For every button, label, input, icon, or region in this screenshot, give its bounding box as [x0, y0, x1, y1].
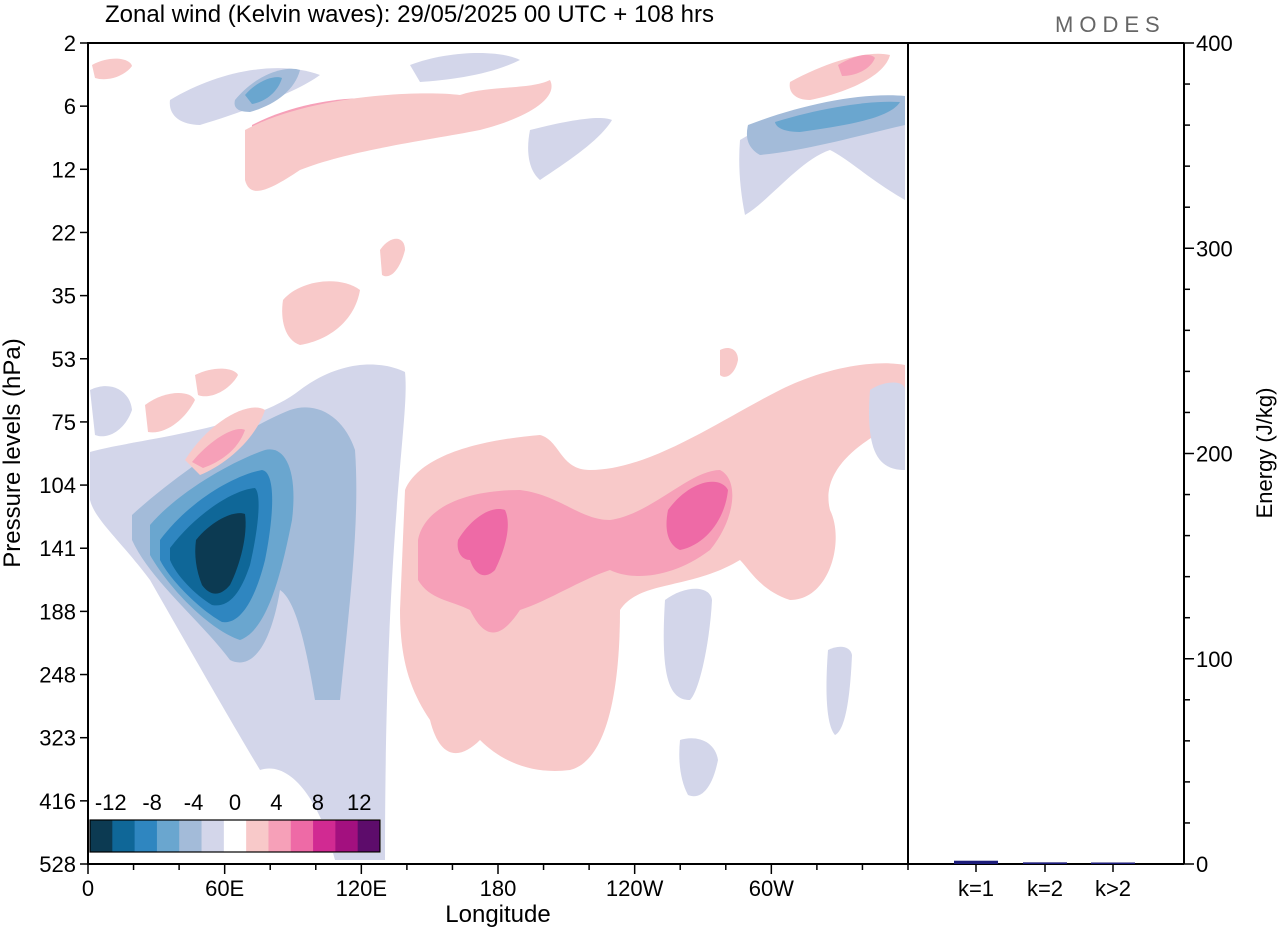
colorbar-border — [89, 819, 381, 853]
energy-bars: k=1 k=2 k>2 — [954, 860, 1135, 901]
energy-axis-label: Energy (J/kg) — [1252, 388, 1277, 519]
colorbar-segment — [290, 820, 314, 852]
contour-region — [195, 513, 246, 594]
y-tick-label: 6 — [64, 94, 76, 119]
y-tick-label: 528 — [39, 852, 76, 877]
x-tick-label: 0 — [82, 876, 94, 901]
contour-region — [192, 429, 245, 468]
contour-region — [145, 393, 195, 433]
y-axis-label: Pressure levels (hPa) — [0, 338, 26, 567]
contour-region — [679, 738, 718, 797]
energy-bar-3 — [1091, 862, 1135, 864]
y-tick-label: 35 — [52, 284, 76, 309]
y-tick-label: 22 — [52, 220, 76, 245]
y-tick-label: 141 — [39, 536, 76, 561]
y-tick-label: 104 — [39, 473, 76, 498]
colorbar-label: 0 — [229, 790, 241, 815]
colorbar-segment — [179, 820, 203, 852]
colorbar: -12 -8 -4 0 4 8 12 — [89, 790, 381, 853]
contour-region — [380, 238, 405, 277]
x-tick-label: 180 — [480, 876, 517, 901]
energy-tick-label: 400 — [1196, 31, 1233, 56]
contour-region — [195, 368, 238, 397]
colorbar-label: 12 — [347, 790, 371, 815]
colorbar-label: 8 — [312, 790, 324, 815]
energy-tick-label: 0 — [1196, 852, 1208, 877]
colorbar-segment — [268, 820, 292, 852]
x-axis-label: Longitude — [445, 901, 550, 928]
y-tick-label: 2 — [64, 31, 76, 56]
y-tick-label: 75 — [52, 410, 76, 435]
energy-tick-label: 300 — [1196, 236, 1233, 261]
colorbar-segment — [201, 820, 225, 852]
energy-category-label: k=1 — [958, 876, 994, 901]
y-tick-label: 12 — [52, 157, 76, 182]
y-tick-label: 323 — [39, 726, 76, 751]
colorbar-segment — [223, 820, 247, 852]
contour-region — [245, 77, 282, 104]
contour-region — [720, 348, 738, 377]
contour-region — [826, 646, 852, 735]
contour-region — [528, 118, 612, 180]
energy-bar-2 — [1023, 862, 1067, 864]
colorbar-label: 4 — [270, 790, 282, 815]
contour-region — [410, 53, 520, 82]
contour-region — [789, 53, 890, 100]
energy-tick-label: 200 — [1196, 442, 1233, 467]
y-tick-label: 188 — [39, 599, 76, 624]
energy-y-axis: 0 100 200 300 400 — [1184, 31, 1233, 877]
contour-region — [666, 481, 728, 550]
contour-region — [245, 80, 552, 191]
colorbar-segment — [246, 820, 269, 852]
energy-category-label: k>2 — [1095, 876, 1131, 901]
colorbar-segment — [335, 820, 359, 852]
contour-region — [457, 509, 508, 576]
contour-region — [92, 58, 132, 80]
contour-region — [869, 382, 905, 470]
colorbar-label: -8 — [142, 790, 162, 815]
colorbar-segment — [357, 820, 381, 852]
y-axis: 2 6 12 22 35 53 75 104 141 188 248 323 416 528 — [39, 31, 88, 877]
x-tick-label: 120W — [606, 876, 664, 901]
x-tick-label: 60W — [749, 876, 794, 901]
colorbar-label: -12 — [95, 790, 127, 815]
colorbar-segment — [90, 820, 113, 852]
contour-region — [775, 101, 900, 132]
contour-region — [663, 588, 712, 700]
energy-bar-1 — [954, 860, 998, 864]
x-axis: 0 60E 120E 180 120W 60W — [82, 864, 909, 901]
x-tick-label: 120E — [336, 876, 387, 901]
colorbar-segment — [313, 820, 336, 852]
contour-region — [90, 386, 132, 437]
chart-title: Zonal wind (Kelvin waves): 29/05/2025 00… — [105, 1, 714, 28]
x-tick-label: 60E — [205, 876, 244, 901]
modes-logo: MODES — [1055, 12, 1166, 37]
contour-region — [282, 281, 360, 345]
colorbar-label: -4 — [184, 790, 204, 815]
energy-category-label: k=2 — [1027, 876, 1063, 901]
colorbar-segment — [134, 820, 158, 852]
energy-tick-label: 100 — [1196, 647, 1233, 672]
y-tick-label: 53 — [52, 347, 76, 372]
colorbar-segment — [156, 820, 180, 852]
colorbar-segment — [112, 820, 136, 852]
y-tick-label: 416 — [39, 789, 76, 814]
contour-field — [90, 53, 905, 860]
y-tick-label: 248 — [39, 663, 76, 688]
contour-region — [838, 54, 875, 76]
